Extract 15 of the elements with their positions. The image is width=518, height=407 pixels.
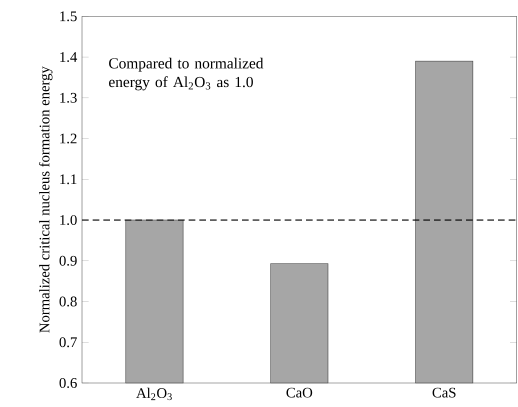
y-axis-title: Normalized critical nucleus formation energy (38, 66, 52, 333)
y-tick-label: 1.0 (60, 215, 77, 226)
y-tick-label: 1.5 (60, 11, 77, 22)
x-tick-label: CaS (432, 388, 456, 398)
y-tick-label: 1.3 (60, 92, 77, 103)
y-tick-label: 1.2 (60, 134, 76, 144)
annotation: Compared to normalized energy of Al$_{2}$O$_{3}$ as 1.0 (109, 58, 264, 90)
x-tick-label: CaO (286, 388, 312, 398)
y-tick-label: 0.6 (60, 378, 77, 388)
y-tick-label: 0.7 (60, 337, 77, 348)
y-tick-label: 0.9 (60, 256, 77, 266)
y-tick-label: 1.4 (60, 52, 78, 62)
y-tick-label: 1.1 (60, 174, 76, 184)
y-tick-label: 0.8 (60, 296, 77, 306)
x-tick-label: Al$_{2}$O$_{3}$ (136, 388, 172, 400)
